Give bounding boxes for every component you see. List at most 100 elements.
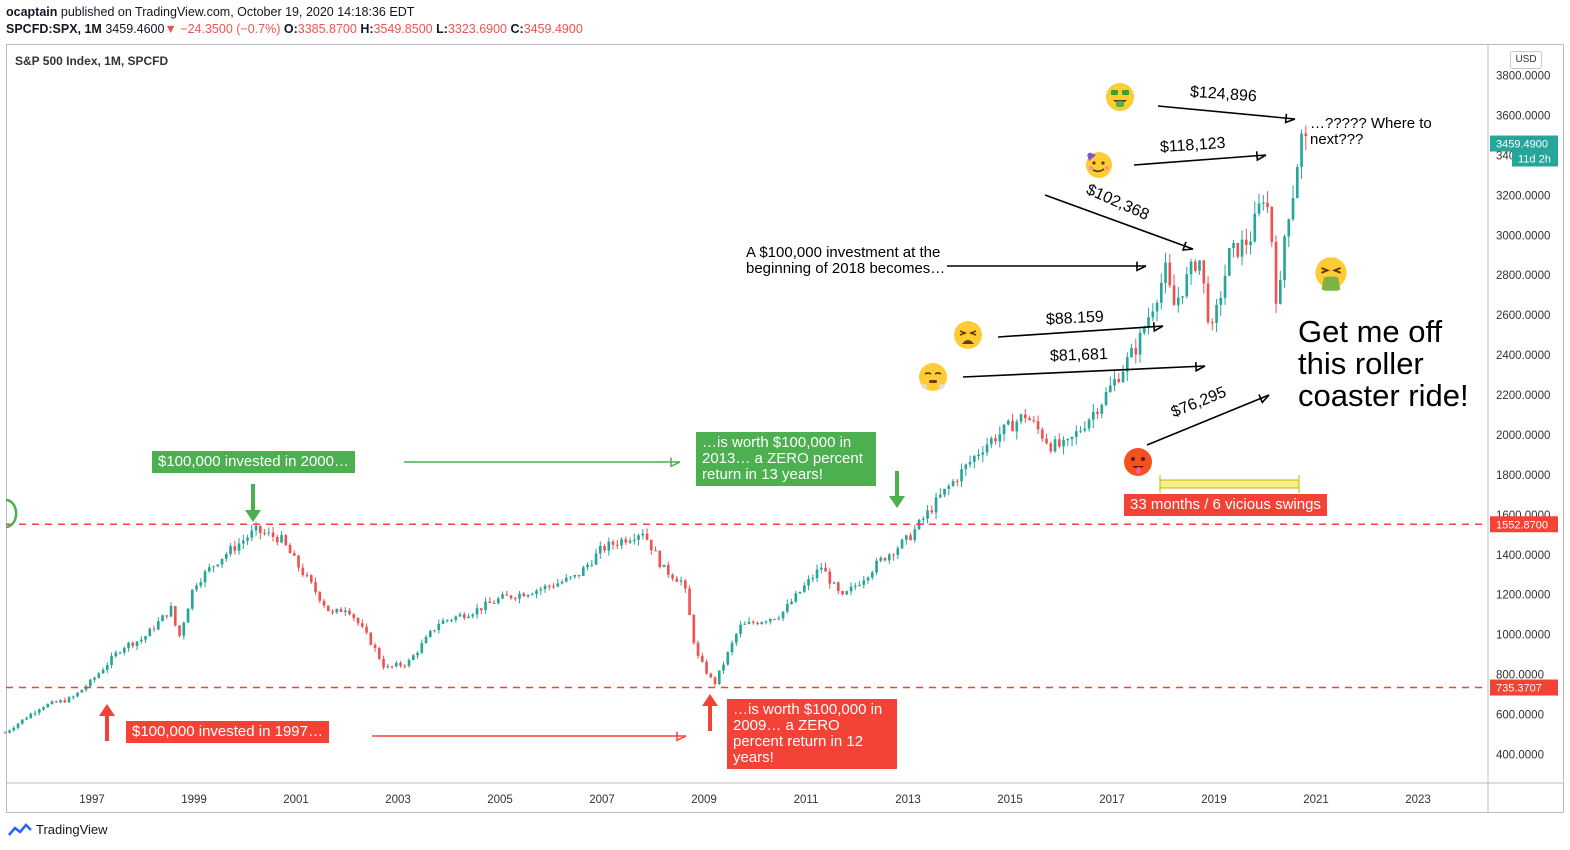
- candle-body: [1117, 379, 1121, 383]
- candle-body: [331, 611, 334, 613]
- candle-body: [54, 701, 58, 703]
- level-high-badge: [1490, 516, 1558, 533]
- candle-body: [1274, 241, 1278, 304]
- symbol-label: SPCFD:SPX, 1M: [6, 22, 102, 36]
- candle-body: [1261, 202, 1265, 204]
- candle-body: [611, 541, 615, 545]
- publisher-name[interactable]: ocaptain: [6, 5, 58, 19]
- chart-panel[interactable]: [6, 44, 1564, 813]
- candle-body: [526, 594, 530, 597]
- candle-body: [879, 557, 883, 561]
- candle-body: [1232, 243, 1235, 249]
- footer-brand-label: TradingView: [36, 822, 108, 837]
- candle-body: [1032, 420, 1036, 422]
- candle-body: [484, 601, 487, 611]
- arrow-down-2013-head: [889, 496, 905, 508]
- candle-body: [131, 642, 135, 646]
- candle-body: [360, 623, 364, 627]
- candle-body: [628, 540, 632, 543]
- arrow-2000-to-2013-head: [670, 457, 681, 468]
- footer-brand[interactable]: TradingView: [8, 822, 108, 837]
- candle-body: [717, 670, 721, 685]
- arrow-down-2000-head: [245, 510, 261, 522]
- candle-body: [479, 608, 483, 611]
- y-tick-label: 2400.0000: [1496, 350, 1550, 362]
- candle-body: [700, 655, 704, 662]
- swing-period-bar: [1159, 479, 1300, 489]
- candle-body: [33, 712, 37, 714]
- candle-body: [620, 539, 623, 546]
- candle-body: [734, 633, 738, 643]
- candle-body: [1185, 274, 1189, 297]
- x-tick-label: 2019: [1201, 794, 1227, 806]
- candle-body: [59, 700, 62, 703]
- candle-body: [254, 525, 258, 531]
- candle-body: [1138, 332, 1142, 355]
- candle-body: [900, 539, 904, 549]
- candle-body: [101, 669, 105, 674]
- candle-body: [1019, 414, 1023, 422]
- candle-body: [195, 585, 198, 590]
- candle-body: [29, 713, 33, 719]
- candle-body: [768, 618, 772, 622]
- candle-body: [1295, 167, 1299, 199]
- candle-body: [641, 533, 645, 536]
- candle-body: [356, 618, 360, 624]
- open-label: O:: [283, 22, 298, 36]
- candle-body: [110, 656, 113, 666]
- candle-body: [666, 564, 670, 575]
- candle-body: [938, 494, 942, 498]
- candle-body: [1040, 429, 1044, 439]
- candle-body: [445, 620, 449, 622]
- candle-body: [535, 590, 538, 595]
- candle-body: [50, 701, 54, 705]
- candle-body: [80, 689, 84, 693]
- face-with-steam-icon: [919, 363, 947, 391]
- candle-body: [488, 601, 492, 603]
- candle-body: [67, 697, 71, 703]
- candle-body: [1181, 296, 1184, 298]
- candle-body: [1202, 260, 1206, 284]
- candle-body: [530, 594, 534, 596]
- candle-body: [518, 593, 521, 599]
- x-tick-label: 2007: [589, 794, 615, 806]
- candle-body: [1215, 304, 1218, 323]
- candle-body: [275, 537, 279, 543]
- candle-body: [1151, 311, 1155, 318]
- candle-body: [301, 567, 305, 576]
- last-price-badge: [1490, 135, 1558, 152]
- candle-body: [875, 560, 878, 573]
- arrow-118123: [1133, 154, 1267, 166]
- candle-body: [233, 546, 237, 551]
- candle-body: [662, 564, 666, 568]
- candle-body: [841, 590, 844, 595]
- candle-body: [169, 606, 173, 617]
- candle-body: [424, 636, 428, 644]
- candle-body: [246, 537, 249, 541]
- candle-body: [305, 575, 309, 577]
- x-tick-label: 2011: [794, 794, 819, 806]
- candle-body: [1291, 198, 1295, 220]
- currency-selector[interactable]: USD: [1510, 51, 1542, 69]
- candle-body: [1257, 203, 1261, 214]
- candle-body: [229, 546, 232, 555]
- candle-body: [709, 673, 713, 678]
- candle-body: [1070, 436, 1074, 440]
- note-invested-2000: $100,000 invested in 2000…: [152, 451, 355, 473]
- candle-body: [127, 642, 130, 648]
- x-tick-label: 2005: [487, 794, 513, 806]
- y-tick-label: 3800.0000: [1496, 71, 1550, 83]
- candle-body: [556, 583, 560, 587]
- note-swings: 33 months / 6 vicious swings: [1124, 494, 1327, 516]
- candle-body: [947, 485, 951, 489]
- candle-body: [492, 602, 496, 604]
- candle-body: [1193, 261, 1197, 271]
- candle-body: [25, 718, 28, 720]
- candle-body: [1057, 439, 1061, 447]
- tradingview-logo-icon: [8, 822, 32, 836]
- candle-body: [747, 621, 751, 624]
- candle-body: [1100, 404, 1104, 414]
- candle-body: [522, 593, 526, 597]
- candle-body: [921, 518, 925, 520]
